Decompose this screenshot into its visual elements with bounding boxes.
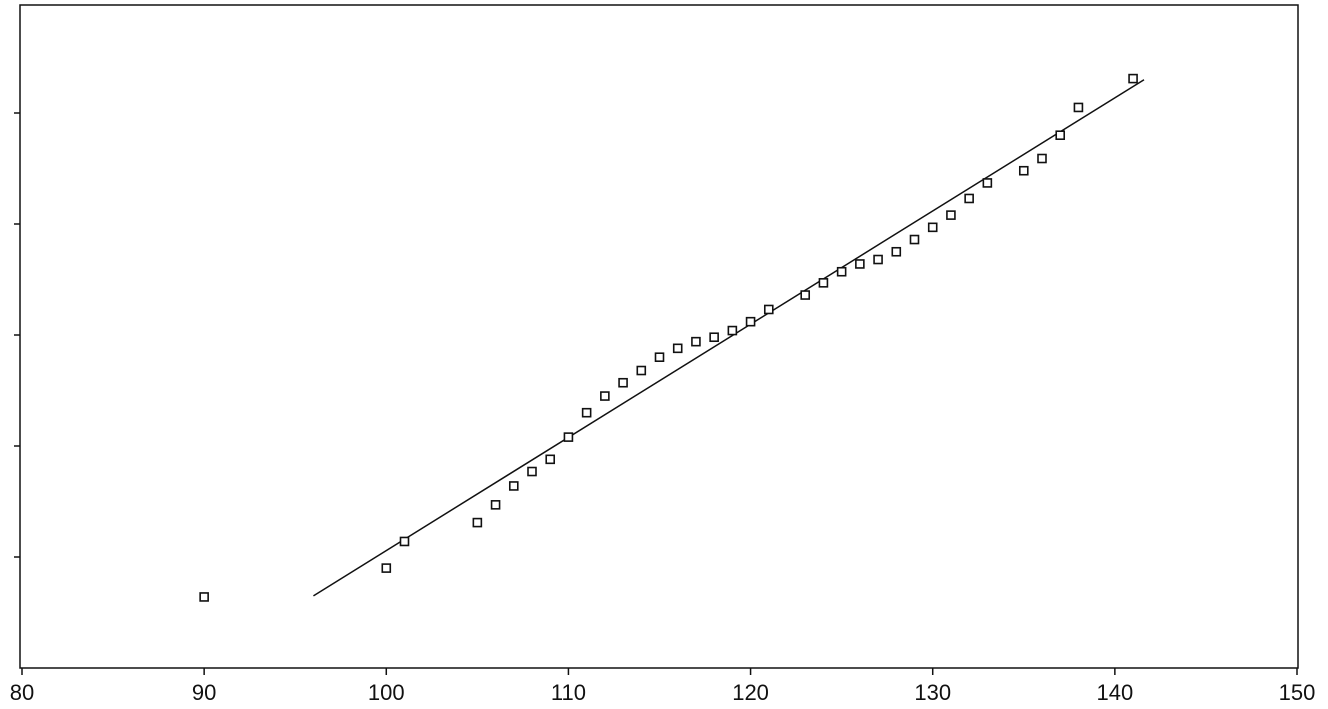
point	[691, 336, 701, 347]
x-tick-label: 100	[368, 680, 405, 705]
point	[399, 536, 410, 547]
point	[800, 290, 811, 300]
point	[964, 193, 974, 204]
point	[745, 316, 756, 327]
plot-frame	[19, 4, 1299, 669]
point	[818, 278, 829, 288]
point	[1073, 102, 1084, 113]
point	[563, 432, 574, 442]
point	[1037, 153, 1047, 164]
point	[836, 266, 847, 277]
point	[709, 332, 719, 343]
x-tick-label: 80	[10, 680, 34, 705]
point	[855, 259, 865, 269]
point	[1018, 165, 1029, 176]
x-tick-label: 90	[192, 680, 216, 705]
point	[672, 343, 683, 354]
point	[618, 377, 628, 388]
point	[927, 222, 938, 233]
x-tick-label: 110	[551, 680, 586, 705]
x-tick-label: 120	[732, 680, 769, 705]
point	[727, 325, 738, 336]
point	[891, 246, 902, 257]
x-tick-label: 140	[1096, 680, 1133, 705]
point	[763, 304, 774, 315]
point	[909, 234, 920, 245]
x-tick-label: 150	[1279, 680, 1316, 705]
point	[1128, 73, 1138, 84]
point	[946, 210, 956, 220]
point	[527, 466, 537, 477]
point	[982, 178, 993, 188]
point	[636, 365, 647, 376]
point	[654, 352, 665, 363]
point	[508, 481, 519, 491]
point	[381, 563, 392, 573]
point	[545, 454, 556, 465]
point	[1055, 130, 1066, 140]
point	[472, 517, 483, 528]
point	[199, 592, 209, 602]
point	[600, 391, 610, 401]
point	[490, 500, 501, 510]
point	[581, 407, 592, 418]
fit-line	[313, 79, 1145, 597]
point	[873, 254, 883, 265]
x-tick-label: 130	[914, 680, 951, 705]
